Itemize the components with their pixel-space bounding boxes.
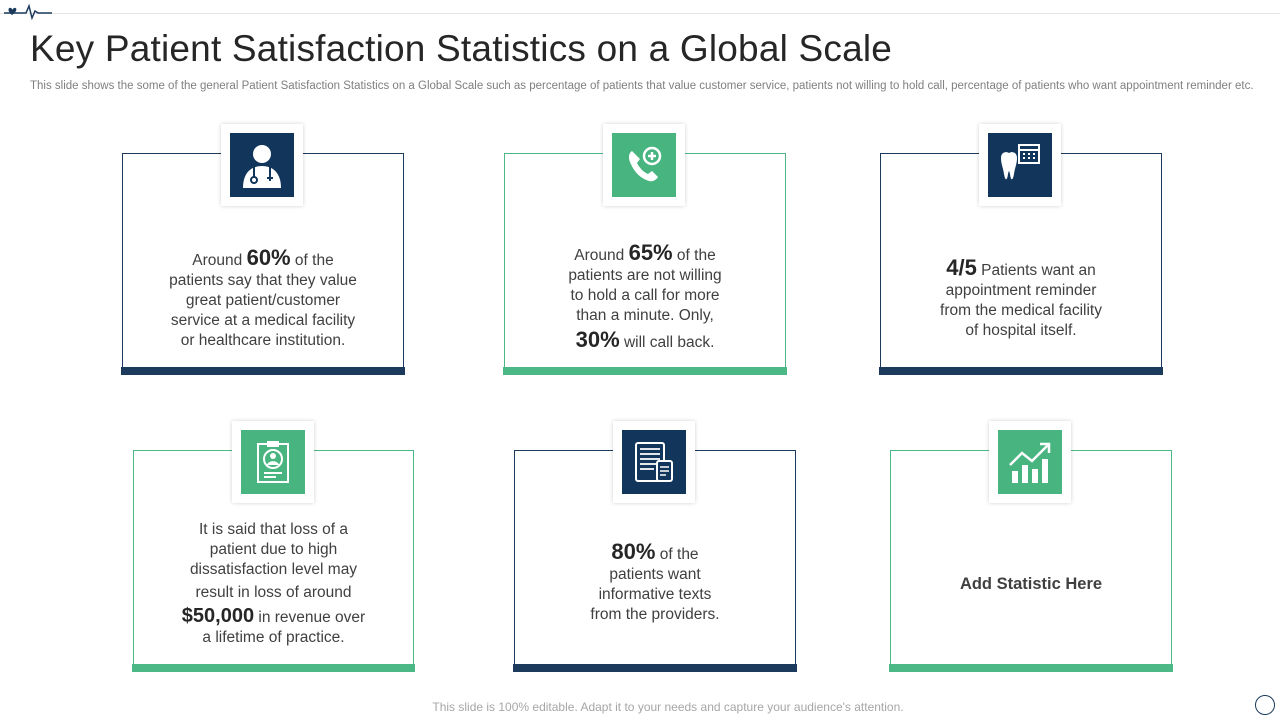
page-subtitle: This slide shows the some of the general… [30,80,1254,92]
phone-call-icon [628,146,662,182]
stat-line: patients say that they value [169,272,357,289]
stat-line: than a minute. Only, [576,307,714,324]
card-accent-bar [513,664,797,672]
stat-text: 80% of the patients want informative tex… [534,539,776,625]
stat-card-50000-loss: It is said that loss of a patient due to… [132,421,415,672]
footer-note: This slide is 100% editable. Adapt it to… [432,700,904,714]
stat-card-placeholder: Add Statistic Here [889,421,1173,672]
stat-highlight: 80% [611,539,656,564]
page-title: Key Patient Satisfaction Statistics on a… [30,28,893,69]
card-accent-bar [889,664,1173,672]
stat-line: informative texts [598,586,712,603]
stat-line: dissatisfaction level may [189,561,358,578]
devices-icon [635,442,673,482]
icon-frame [232,421,314,503]
stat-text: It is said that loss of a patient due to… [153,520,394,648]
stat-card-4-of-5: 4/5 Patients want an appointment reminde… [879,124,1163,375]
stat-line: service at a medical facility [170,312,356,329]
stat-line: appointment reminder [945,282,1097,299]
card-accent-bar [121,367,405,375]
stat-text: Around 60% of the patients say that they… [142,245,384,351]
stat-line: of hospital itself. [965,322,1077,339]
stat-highlight: 4/5 [946,255,977,280]
circle-icon [1255,695,1275,715]
stat-card-80-percent: 80% of the patients want informative tex… [513,421,797,672]
stat-line: 30% will call back. [575,327,715,352]
stat-text: Around 65% of the patients are not willi… [524,240,766,353]
stat-highlight: 60% [246,245,291,270]
stat-line: patients want [609,566,701,583]
stat-highlight: 30% [575,327,620,352]
card-accent-bar [879,367,1163,375]
tooth-calendar-icon [1001,144,1040,180]
card-accent-bar [132,664,415,672]
icon-frame [979,124,1061,206]
stat-highlight: $50,000 [181,605,255,627]
growth-chart-icon [1009,442,1051,483]
patient-file-icon [257,441,289,483]
stat-text: 4/5 Patients want an appointment reminde… [900,255,1142,341]
add-statistic-label: Add Statistic Here [959,575,1103,593]
stat-line: to hold a call for more [570,287,720,304]
stat-line: $50,000 in revenue over [181,605,366,627]
stat-line: great patient/customer [185,292,341,309]
stat-line: It is said that loss of a [198,521,349,538]
doctor-icon [243,145,281,188]
stat-line: result in loss of around [195,584,352,601]
stat-line: Around 60% of the [192,245,334,270]
stat-line: patients are not willing [568,267,722,284]
card-accent-bar [503,367,787,375]
heartbeat-logo-icon [4,3,52,20]
stat-highlight: 65% [628,240,673,265]
icon-frame [603,124,685,206]
icon-frame [989,421,1071,503]
stat-card-60-percent: Around 60% of the patients say that they… [121,124,405,375]
top-divider [0,13,1280,14]
stat-line: from the medical facility [940,302,1102,319]
stat-line: 80% of the [611,539,699,564]
stat-line: from the providers. [590,606,720,623]
stat-card-65-percent: Around 65% of the patients are not willi… [503,124,787,375]
stat-line: a lifetime of practice. [202,629,345,646]
stat-line: Around 65% of the [574,240,716,265]
icon-frame [221,124,303,206]
stat-line: or healthcare institution. [180,332,346,349]
icon-frame [613,421,695,503]
stat-line: patient due to high [209,541,338,558]
stat-line: 4/5 Patients want an [946,255,1096,280]
